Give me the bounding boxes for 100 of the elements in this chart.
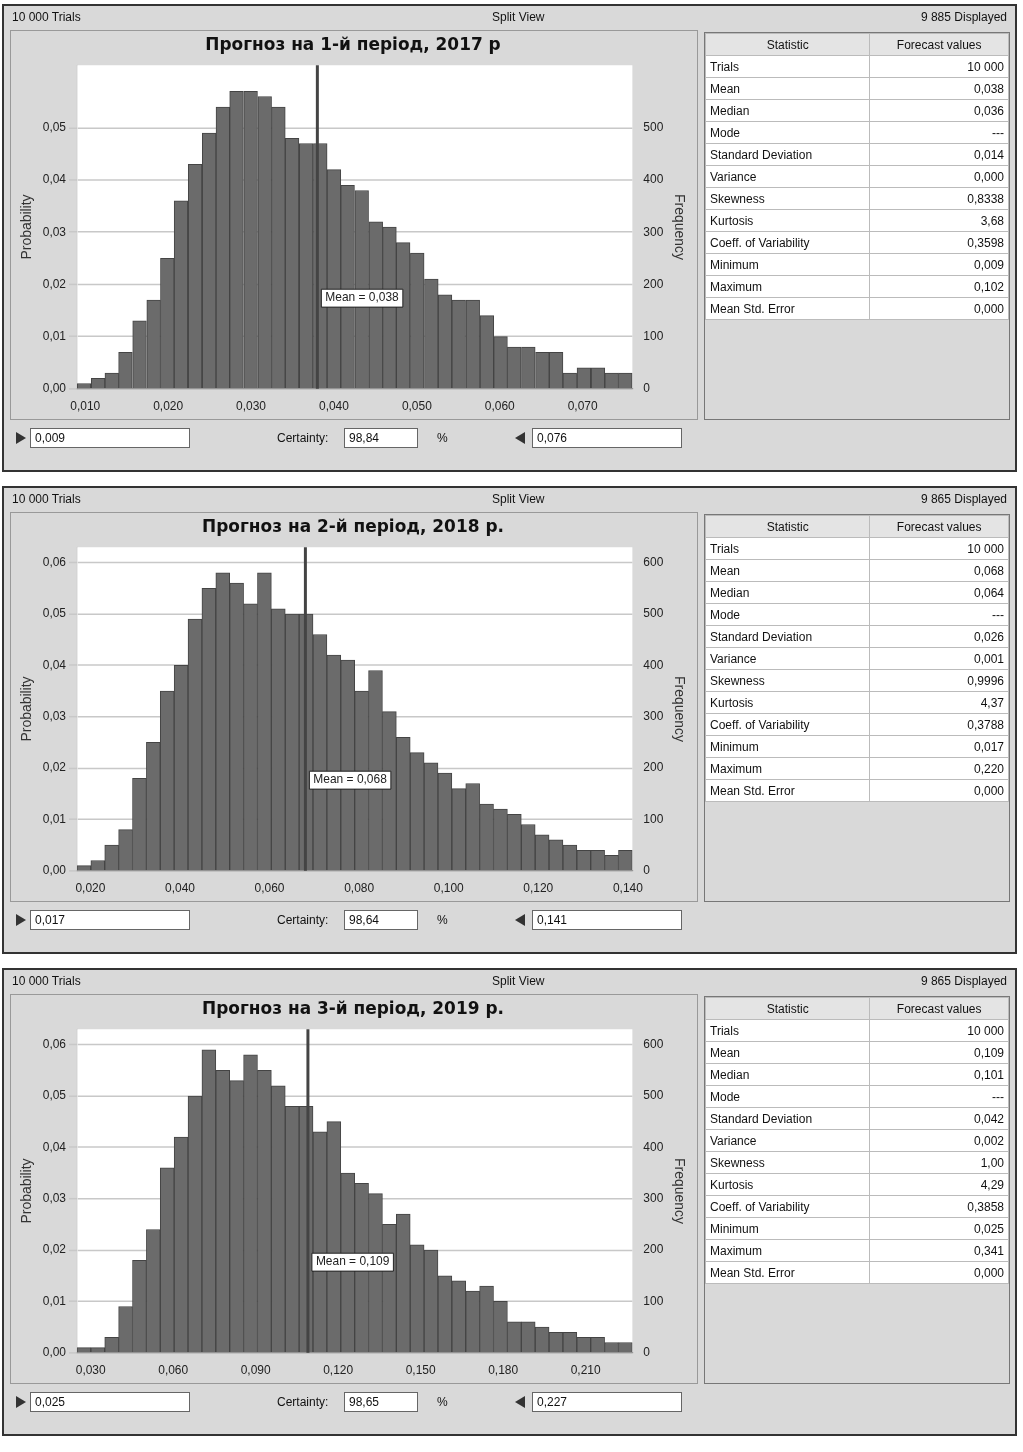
x-tick-label: 0,040 xyxy=(165,881,196,896)
y2-tick-label: 0 xyxy=(643,1345,651,1360)
text: Split View xyxy=(492,10,545,24)
text: Statistic xyxy=(705,997,870,1020)
y2-tick-label: 100 xyxy=(643,1293,664,1308)
text: 9 865 Displayed xyxy=(920,974,1007,988)
y2-axis-title: Frequency xyxy=(671,194,688,260)
y2-tick-label: 100 xyxy=(643,811,664,826)
text: Forecast values xyxy=(869,33,1009,56)
y-axis-title: Probability xyxy=(18,676,35,742)
text: Minimum xyxy=(705,1217,870,1240)
text: 0,3858 xyxy=(869,1195,1009,1218)
y-tick-label: 0,00 xyxy=(42,1345,67,1360)
text: 10 000 Trials xyxy=(12,10,81,24)
text: 0,064 xyxy=(869,581,1009,604)
chart-title: Прогноз на 2-й період, 2018 р. xyxy=(202,515,504,536)
y-axis-title: Probability xyxy=(18,194,35,260)
x-tick-label: 0,210 xyxy=(570,1363,601,1378)
text: 0,101 xyxy=(869,1063,1009,1086)
x-tick-label: 0,100 xyxy=(433,881,465,896)
text: Skewness xyxy=(705,187,870,210)
y-tick-label: 0,03 xyxy=(42,1191,67,1205)
text: Standard Deviation xyxy=(705,143,870,166)
text: % xyxy=(437,913,448,927)
y2-tick-label: 0 xyxy=(643,381,651,396)
y2-tick-label: 400 xyxy=(643,172,664,187)
text: 0,014 xyxy=(869,143,1009,166)
text: Kurtosis xyxy=(705,209,870,232)
text: 98,84 xyxy=(344,428,418,448)
x-tick-label: 0,070 xyxy=(567,399,598,414)
x-tick-label: 0,080 xyxy=(344,881,375,896)
text: 0,009 xyxy=(869,253,1009,276)
y-tick-label: 0,04 xyxy=(42,657,67,672)
text: Mean xyxy=(705,559,870,582)
text: Skewness xyxy=(705,1151,870,1174)
text: Coeff. of Variability xyxy=(705,713,870,736)
text: 0,109 xyxy=(869,1041,1009,1064)
text: Trials xyxy=(705,55,870,78)
text: 4,29 xyxy=(869,1173,1009,1196)
x-tick-label: 0,010 xyxy=(70,399,101,414)
y-tick-label: 0,02 xyxy=(42,1242,67,1257)
text: Minimum xyxy=(705,735,870,758)
text: 1,00 xyxy=(869,1151,1009,1174)
x-tick-label: 0,060 xyxy=(254,881,285,896)
text: Split View xyxy=(492,974,545,988)
y2-tick-label: 500 xyxy=(643,1088,664,1103)
text: 10 000 xyxy=(869,1019,1009,1042)
y2-tick-label: 200 xyxy=(643,1242,664,1257)
x-tick-label: 0,030 xyxy=(236,399,267,414)
ref-line-label: Mean = 0,038 xyxy=(325,290,400,305)
text: 9 885 Displayed xyxy=(920,10,1007,24)
text: 0,141 xyxy=(532,910,682,930)
text: 0,000 xyxy=(869,779,1009,802)
text: Forecast values xyxy=(869,997,1009,1020)
x-tick-label: 0,050 xyxy=(401,399,433,414)
text: 9 865 Displayed xyxy=(920,492,1007,506)
y-tick-label: 0,00 xyxy=(42,381,67,396)
text: 0,000 xyxy=(869,1261,1009,1284)
y-tick-label: 0,03 xyxy=(42,224,67,239)
text: 0,026 xyxy=(869,625,1009,648)
text: 0,000 xyxy=(869,297,1009,320)
y-tick-label: 0,02 xyxy=(42,760,67,775)
y-tick-label: 0,00 xyxy=(42,863,67,878)
text: % xyxy=(437,1395,448,1409)
text: Statistic xyxy=(705,33,870,56)
text: Standard Deviation xyxy=(705,625,870,648)
text: Coeff. of Variability xyxy=(705,231,870,254)
chart-title: Прогноз на 1-й період, 2017 р xyxy=(205,33,501,54)
chart-title: Прогноз на 3-й період, 2019 р. xyxy=(202,997,504,1018)
y-tick-label: 0,01 xyxy=(42,1293,67,1308)
text: 10 000 Trials xyxy=(12,492,81,506)
text: Split View xyxy=(492,492,545,506)
text: 0,068 xyxy=(869,559,1009,582)
text: 0,227 xyxy=(532,1392,682,1412)
text: Trials xyxy=(705,1019,870,1042)
text: Mean Std. Error xyxy=(705,297,870,320)
y2-tick-label: 400 xyxy=(643,657,664,672)
text: Maximum xyxy=(705,757,870,780)
text: 0,038 xyxy=(869,77,1009,100)
y2-tick-label: 300 xyxy=(643,224,664,239)
text: Mode xyxy=(705,603,870,626)
text: 4,37 xyxy=(869,691,1009,714)
text: Median xyxy=(705,1063,870,1086)
y2-tick-label: 100 xyxy=(643,328,664,343)
y2-tick-label: 600 xyxy=(643,554,664,569)
text: 0,8338 xyxy=(869,187,1009,210)
text: Certainty: xyxy=(277,913,329,927)
text: Variance xyxy=(705,165,870,188)
x-tick-label: 0,020 xyxy=(153,399,184,414)
y2-tick-label: 200 xyxy=(643,760,664,775)
x-tick-label: 0,120 xyxy=(523,881,554,896)
text: 0,025 xyxy=(30,1392,190,1412)
text: Maximum xyxy=(705,1239,870,1262)
text: 0,042 xyxy=(869,1107,1009,1130)
y2-tick-label: 400 xyxy=(643,1139,664,1154)
text: Trials xyxy=(705,537,870,560)
x-tick-label: 0,060 xyxy=(158,1363,189,1378)
y-tick-label: 0,04 xyxy=(42,172,67,187)
text: Standard Deviation xyxy=(705,1107,870,1130)
text: --- xyxy=(869,1085,1009,1108)
